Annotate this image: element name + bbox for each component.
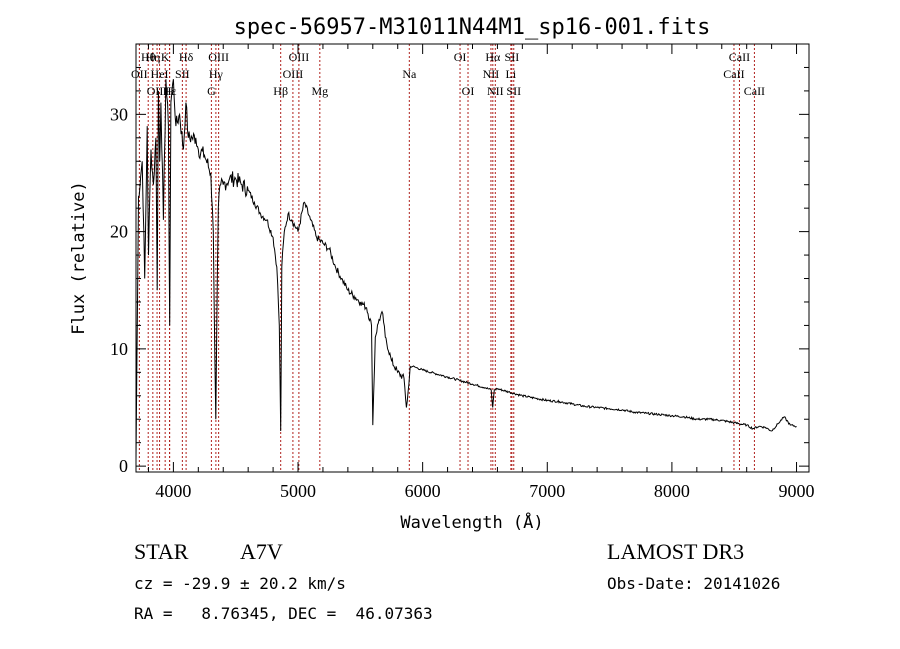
line-label: Na	[402, 67, 417, 81]
x-tick-label: 9000	[779, 481, 815, 501]
line-label: OIII	[289, 50, 310, 64]
line-label: Li	[506, 67, 517, 81]
y-axis: 0 10 20 30	[110, 66, 809, 476]
line-label: Mg	[311, 84, 328, 98]
line-label: CaII	[729, 50, 750, 64]
line-label: Hβ	[273, 84, 288, 98]
spectrum-line	[135, 79, 797, 461]
line-label: NII	[487, 84, 504, 98]
line-label: Hα	[485, 50, 501, 64]
line-label: OIII	[147, 84, 168, 98]
x-tick-label: 7000	[529, 481, 565, 501]
x-tick-label: 4000	[155, 481, 191, 501]
line-label: Hδ	[179, 50, 194, 64]
class-label: STAR	[134, 539, 189, 564]
plot-frame	[135, 43, 810, 473]
line-label: HeI	[151, 67, 169, 81]
line-label: Hη	[145, 50, 160, 64]
line-label: SII	[506, 84, 521, 98]
line-label: G	[207, 84, 216, 98]
line-label: SII	[175, 67, 190, 81]
line-label: Hθ	[141, 50, 156, 64]
x-tick-label: 5000	[280, 481, 316, 501]
x-axis-label: Wavelength (Å)	[400, 511, 543, 533]
line-label: CaII	[744, 84, 765, 98]
line-label: NII	[483, 67, 500, 81]
line-label: OII	[131, 67, 148, 81]
line-label: CaII	[723, 67, 744, 81]
line-label: OIII	[208, 50, 229, 64]
line-label: OIII	[283, 67, 304, 81]
line-label: OI	[462, 84, 475, 98]
subclass-label: A7V	[240, 539, 283, 564]
y-tick-label: 10	[110, 339, 128, 359]
line-label: H	[165, 84, 174, 98]
chart-title: spec-56957-M31011N44M1_sp16-001.fits	[234, 15, 711, 40]
y-axis-label: Flux (relative)	[69, 181, 89, 335]
y-tick-label: 0	[119, 456, 128, 476]
coords-label: RA = 8.76345, DEC = 46.07363	[134, 604, 433, 623]
line-label: Hγ	[209, 67, 224, 81]
redshift-label: cz = -29.9 ± 20.2 km/s	[134, 574, 346, 593]
y-tick-label: 20	[110, 222, 128, 242]
x-tick-label: 8000	[654, 481, 690, 501]
y-tick-label: 30	[110, 104, 128, 124]
obs-date-label: Obs-Date: 20141026	[607, 574, 781, 593]
line-label: OI	[454, 50, 467, 64]
line-markers	[138, 44, 755, 472]
line-label: SII	[505, 50, 520, 64]
x-tick-label: 6000	[405, 481, 441, 501]
line-label: K	[161, 50, 170, 64]
x-axis: 4000 5000 6000 7000 8000 9000	[147, 44, 815, 501]
survey-label: LAMOST DR3	[607, 539, 745, 564]
